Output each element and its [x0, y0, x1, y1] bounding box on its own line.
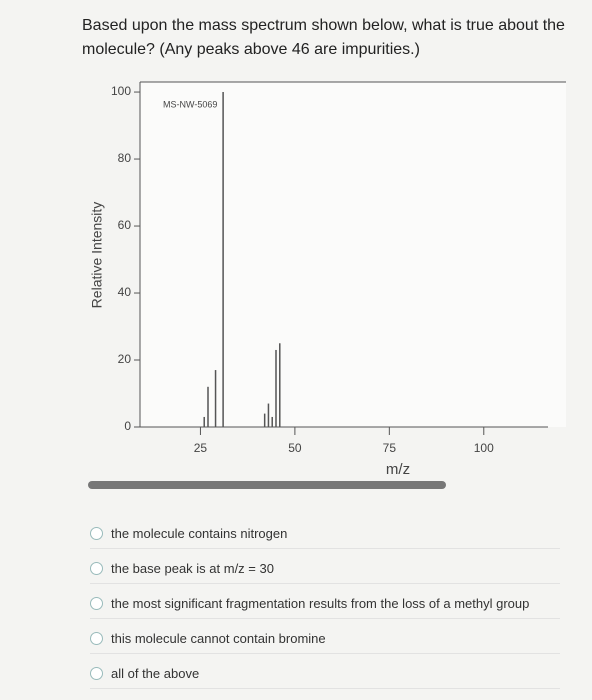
question: Based upon the mass spectrum shown below…	[82, 17, 565, 58]
answer-option[interactable]: all of the above	[90, 658, 560, 689]
y-tick-label: 0	[124, 419, 131, 433]
annotation: MS-NW-5069	[163, 99, 217, 109]
x-tick-label: 100	[474, 441, 494, 455]
option-text: all of the above	[111, 665, 200, 681]
option-text: the molecule contains nitrogen	[111, 525, 288, 541]
radio-button[interactable]	[90, 561, 103, 575]
plot-area	[140, 82, 566, 427]
y-tick-label: 100	[111, 84, 131, 98]
x-tick-label: 25	[194, 441, 208, 455]
chart: MS-NW-5069 Relative Intensity m/z 0 20 40 6…	[88, 81, 566, 489]
answer-option[interactable]: the most significant fragmentation resul…	[90, 588, 560, 619]
scrollbar[interactable]	[88, 481, 446, 489]
radio-button[interactable]	[90, 596, 103, 610]
radio-button[interactable]	[90, 631, 103, 645]
answer-option[interactable]: this molecule cannot contain bromine	[90, 623, 560, 654]
option-text: the base peak is at m/z = 30	[111, 560, 274, 576]
y-tick-label: 20	[118, 352, 132, 366]
x-axis-label: m/z	[386, 461, 410, 478]
y-tick-label: 80	[118, 151, 132, 165]
radio-button[interactable]	[90, 666, 103, 680]
radio-button[interactable]	[90, 526, 103, 540]
answer-option[interactable]: the molecule contains nitrogen	[90, 518, 560, 549]
y-tick-label: 60	[118, 218, 132, 232]
x-tick-label: 50	[288, 441, 302, 455]
x-tick-label: 75	[383, 441, 397, 455]
option-text: the most significant fragmentation resul…	[111, 595, 530, 611]
option-text: this molecule cannot contain bromine	[111, 630, 326, 646]
answer-option[interactable]: the base peak is at m/z = 30	[90, 553, 560, 584]
y-tick-label: 40	[118, 285, 132, 299]
y-axis-label: Relative Intensity	[89, 202, 105, 309]
